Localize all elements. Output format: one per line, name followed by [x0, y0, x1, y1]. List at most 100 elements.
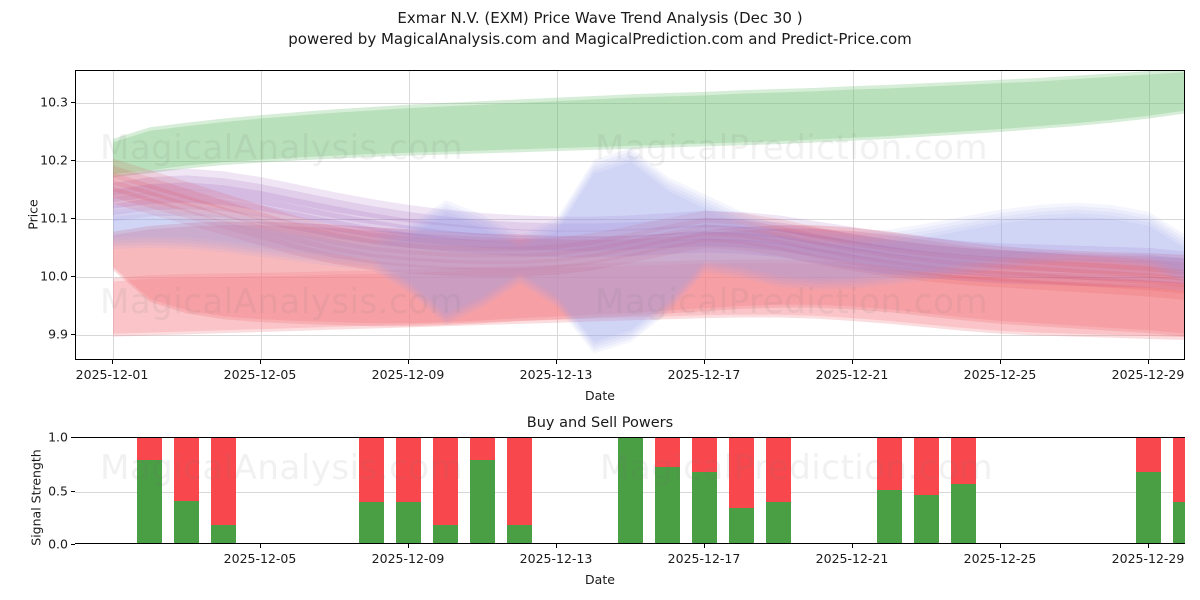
power-bar[interactable] — [395, 438, 421, 543]
sell-power-segment — [210, 438, 236, 525]
power-bar[interactable] — [210, 438, 236, 543]
buy-power-segment — [1135, 472, 1161, 543]
powers-y-tick-mark — [71, 544, 75, 545]
sell-power-segment — [1135, 438, 1161, 473]
buy-power-segment — [506, 524, 532, 543]
sell-power-segment — [728, 438, 754, 508]
price-y-tick-label: 10.3 — [40, 94, 68, 110]
sell-power-segment — [506, 438, 532, 525]
power-bar[interactable] — [654, 438, 680, 543]
buy-power-segment — [654, 467, 680, 543]
price-x-tick-label: 2025-12-09 — [371, 367, 445, 382]
buy-power-segment — [691, 472, 717, 543]
price-gridline-h — [76, 160, 1184, 162]
powers-x-tick-label: 2025-12-17 — [667, 551, 741, 566]
powers-x-tick-label: 2025-12-13 — [519, 551, 593, 566]
price-gridline-h — [76, 218, 1184, 220]
power-bar[interactable] — [728, 438, 754, 543]
sell-power-segment — [469, 438, 495, 460]
price-x-tick-mark — [556, 360, 557, 364]
price-band-1 — [113, 225, 1184, 337]
power-bar[interactable] — [1135, 438, 1161, 543]
price-band-0 — [113, 71, 1184, 175]
price-band-4 — [113, 158, 1184, 275]
price-x-tick-mark — [1000, 360, 1001, 364]
price-y-tick-mark — [71, 101, 75, 103]
chart-title-block: Exmar N.V. (EXM) Price Wave Trend Analys… — [0, 8, 1200, 50]
price-x-tick-label: 2025-12-05 — [223, 367, 297, 382]
price-y-tick-mark — [71, 275, 75, 277]
sell-power-segment — [765, 438, 791, 503]
price-y-tick-mark — [71, 333, 75, 335]
powers-x-tick-label: 2025-12-29 — [1111, 551, 1185, 566]
buy-power-segment — [1172, 502, 1185, 543]
price-gridline-h — [76, 334, 1184, 336]
sell-power-segment — [432, 438, 458, 525]
price-gridline-v — [409, 71, 410, 359]
buy-power-segment — [765, 502, 791, 543]
price-band-0 — [113, 72, 1184, 178]
price-x-tick-mark — [852, 360, 853, 364]
buy-power-segment — [876, 489, 902, 543]
price-band-5 — [113, 162, 1184, 354]
price-band-2 — [113, 259, 1184, 338]
price-x-axis-label: Date — [585, 388, 615, 403]
price-band-3 — [113, 182, 1184, 278]
powers-x-tick-mark — [1000, 544, 1001, 548]
price-band-2 — [113, 262, 1184, 341]
price-y-tick-label: 10.1 — [40, 210, 68, 226]
power-bar[interactable] — [950, 438, 976, 543]
price-plot-area — [76, 71, 1184, 359]
page-title: Exmar N.V. (EXM) Price Wave Trend Analys… — [397, 9, 803, 27]
price-gridline-v — [261, 71, 262, 359]
price-band-5 — [113, 158, 1184, 351]
power-bar[interactable] — [506, 438, 532, 543]
sell-power-segment — [876, 438, 902, 490]
buy-power-segment — [358, 502, 384, 543]
buy-power-segment — [728, 507, 754, 543]
buy-power-segment — [395, 502, 421, 543]
power-bar[interactable] — [358, 438, 384, 543]
power-bar[interactable] — [913, 438, 939, 543]
power-bar[interactable] — [173, 438, 199, 543]
power-bar[interactable] — [136, 438, 162, 543]
sell-power-segment — [691, 438, 717, 473]
price-y-tick-label: 9.9 — [48, 326, 68, 342]
price-y-tick-label: 10.2 — [40, 152, 68, 168]
price-band-3 — [113, 175, 1184, 272]
buy-power-segment — [136, 459, 162, 543]
powers-y-tick-mark — [71, 490, 75, 492]
price-x-tick-mark — [1148, 360, 1149, 364]
power-bar[interactable] — [469, 438, 495, 543]
powers-x-tick-label: 2025-12-25 — [963, 551, 1037, 566]
price-gridline-v — [705, 71, 706, 359]
powers-x-tick-mark — [1148, 544, 1149, 548]
powers-y-tick-label: 1.0 — [48, 429, 68, 445]
powers-y-tick-label: 0.0 — [48, 536, 68, 552]
powers-y-tick-label: 0.5 — [48, 483, 68, 498]
price-gridline-v — [1001, 71, 1002, 359]
powers-x-tick-mark — [852, 544, 853, 548]
power-bar[interactable] — [617, 438, 643, 543]
powers-y-tick-mark — [71, 437, 75, 438]
price-band-3 — [113, 168, 1184, 266]
powers-y-axis-label: Signal Strength — [28, 449, 44, 546]
power-bar[interactable] — [1172, 438, 1185, 543]
powers-x-tick-mark — [556, 544, 557, 548]
price-y-tick-label: 10.0 — [40, 268, 68, 284]
sell-power-segment — [173, 438, 199, 502]
powers-x-tick-label: 2025-12-21 — [815, 551, 889, 566]
price-x-tick-label: 2025-12-01 — [75, 367, 149, 382]
power-bar[interactable] — [691, 438, 717, 543]
sell-power-segment — [950, 438, 976, 485]
buy-power-segment — [210, 524, 236, 543]
price-band-3 — [113, 196, 1184, 291]
price-y-tick-mark — [71, 217, 75, 219]
power-bar[interactable] — [876, 438, 902, 543]
sell-power-segment — [913, 438, 939, 495]
price-gridline-h — [76, 102, 1184, 104]
price-band-5 — [113, 155, 1184, 348]
power-bar[interactable] — [432, 438, 458, 543]
price-x-tick-label: 2025-12-25 — [963, 367, 1037, 382]
power-bar[interactable] — [765, 438, 791, 543]
